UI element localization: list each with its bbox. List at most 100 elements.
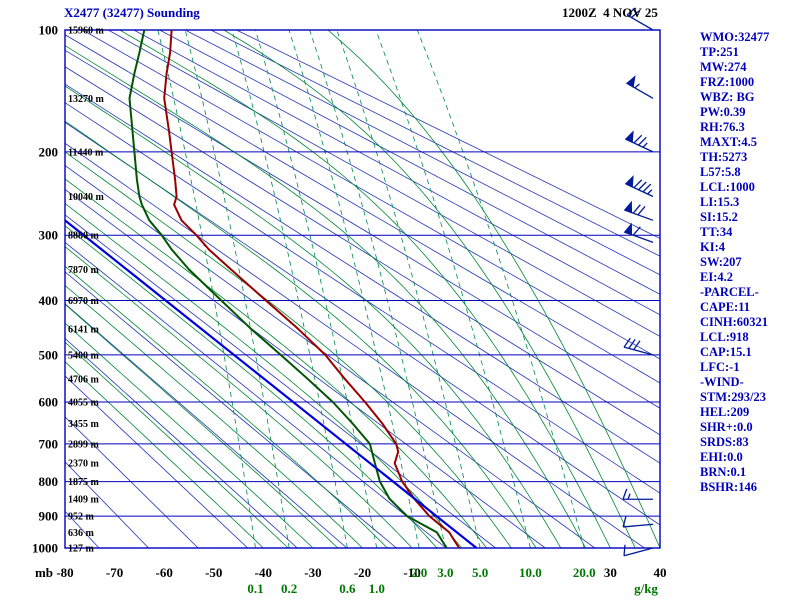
dry-adiabat-line — [65, 461, 149, 548]
mixing-ratio-label: 2.0 — [411, 565, 427, 580]
wind-barb — [625, 75, 654, 99]
height-label: 10040 m — [68, 192, 105, 203]
dry-adiabat-line — [108, 30, 660, 337]
moist-adiabat-line — [65, 303, 338, 548]
stat-line: TT:34 — [700, 225, 733, 239]
height-label: 5400 m — [68, 350, 100, 361]
temp-tick-label: 40 — [654, 565, 667, 580]
dry-adiabat-line — [159, 30, 660, 295]
pressure-label: 100 — [39, 23, 59, 38]
temperature-curve — [163, 30, 461, 548]
temp-tick-label: -50 — [205, 565, 222, 580]
pressure-label: 900 — [39, 509, 59, 524]
height-label: 6141 m — [68, 324, 100, 335]
stat-line: LI:15.3 — [700, 195, 740, 209]
dry-adiabat-line — [65, 83, 660, 464]
moist-adiabat-line — [65, 246, 413, 548]
dry-adiabat-line — [65, 66, 660, 436]
stat-line: SI:15.2 — [700, 210, 738, 224]
wind-barb — [622, 488, 653, 500]
dry-adiabat-line — [210, 30, 660, 257]
stat-line: LCL:1000 — [700, 180, 755, 194]
moist-adiabat-line — [119, 30, 611, 548]
height-label: 4706 m — [68, 375, 100, 386]
height-label: 6970 m — [68, 296, 100, 307]
height-label: 8880 m — [68, 231, 100, 242]
dry-adiabat-line — [65, 142, 645, 548]
stat-line: EHI:0.0 — [700, 450, 743, 464]
mixing-ratio-label: 20.0 — [573, 565, 596, 580]
wind-barb — [622, 516, 654, 528]
moist-adiabat-line — [65, 85, 562, 548]
dry-adiabat-line — [185, 30, 660, 276]
wind-barb — [623, 222, 654, 243]
pressure-label: 1000 — [32, 541, 58, 556]
pressure-label: 500 — [39, 347, 59, 362]
mixing-ratio-line — [255, 30, 378, 548]
dry-adiabat-line — [65, 214, 496, 548]
chart-title: X2477 (32477) Sounding — [64, 5, 200, 20]
mixing-ratio-label: 10.0 — [519, 565, 542, 580]
wind-barb — [623, 544, 654, 557]
dry-adiabat-line — [65, 375, 248, 548]
stat-line: CAPE:11 — [700, 300, 750, 314]
height-label: 11440 m — [68, 147, 104, 158]
height-label: 2370 m — [68, 459, 100, 470]
stat-line: WMO:32477 — [700, 30, 770, 44]
pressure-unit-label: mb — [35, 565, 53, 580]
moist-adiabat-line — [65, 284, 363, 548]
stat-line: SRDS:83 — [700, 435, 749, 449]
wind-barb — [626, 7, 654, 31]
height-label: 2899 m — [68, 439, 100, 450]
dry-adiabat-line — [65, 241, 447, 548]
temp-tick-label: 30 — [604, 565, 617, 580]
stat-line: KI:4 — [700, 240, 725, 254]
parcel-trace-line — [65, 219, 478, 548]
stat-line: LCL:918 — [700, 330, 749, 344]
dry-adiabat-line — [133, 30, 660, 316]
height-label: 7870 m — [68, 265, 100, 276]
pressure-label: 800 — [39, 474, 59, 489]
wind-barb — [624, 130, 654, 153]
temp-tick-label: -40 — [255, 565, 272, 580]
temp-tick-label: -10 — [403, 565, 420, 580]
temp-tick-label: -20 — [354, 565, 371, 580]
mixing-ratio-line — [231, 30, 348, 548]
stat-line: LFC:-1 — [700, 360, 740, 374]
stat-line: -WIND- — [700, 375, 744, 389]
stat-line: FRZ:1000 — [700, 75, 755, 89]
mixing-ratio-line — [309, 30, 446, 548]
moist-adiabat-line — [65, 120, 537, 548]
stat-line: BRN:0.1 — [700, 465, 747, 479]
pressure-label: 200 — [39, 144, 59, 159]
mixing-unit-label: g/kg — [634, 581, 658, 596]
height-label: 636 m — [68, 528, 95, 539]
temp-tick-label: -70 — [106, 565, 123, 580]
mixing-ratio-line — [416, 30, 585, 548]
stat-line: BSHR:146 — [700, 480, 757, 494]
stat-line: CINH:60321 — [700, 315, 769, 329]
stat-line: MW:274 — [700, 60, 747, 74]
height-label: 3455 m — [68, 419, 100, 430]
stat-line: WBZ: BG — [700, 90, 755, 104]
dry-adiabat-line — [65, 49, 660, 409]
moist-adiabat-line — [65, 178, 487, 548]
height-label: 952 m — [68, 512, 95, 523]
height-label: 13270 m — [68, 94, 105, 105]
dry-adiabat-line — [236, 30, 660, 239]
profiles — [65, 30, 478, 548]
stat-line: SHR+:0.0 — [700, 420, 753, 434]
height-label: 4055 m — [68, 398, 100, 409]
mixing-ratio-line — [375, 30, 531, 548]
dry-adiabat-line — [65, 416, 199, 548]
dewpoint-curve — [128, 30, 448, 548]
stat-line: -PARCEL- — [700, 285, 759, 299]
pressure-label: 600 — [39, 395, 59, 410]
dry-adiabat-line — [65, 121, 660, 526]
temp-tick-label: -80 — [56, 565, 73, 580]
dry-adiabat-line — [65, 165, 596, 548]
dry-adiabat-line — [65, 102, 660, 494]
stat-line: TH:5273 — [700, 150, 748, 164]
mixing-ratio-label: 3.0 — [437, 565, 453, 580]
